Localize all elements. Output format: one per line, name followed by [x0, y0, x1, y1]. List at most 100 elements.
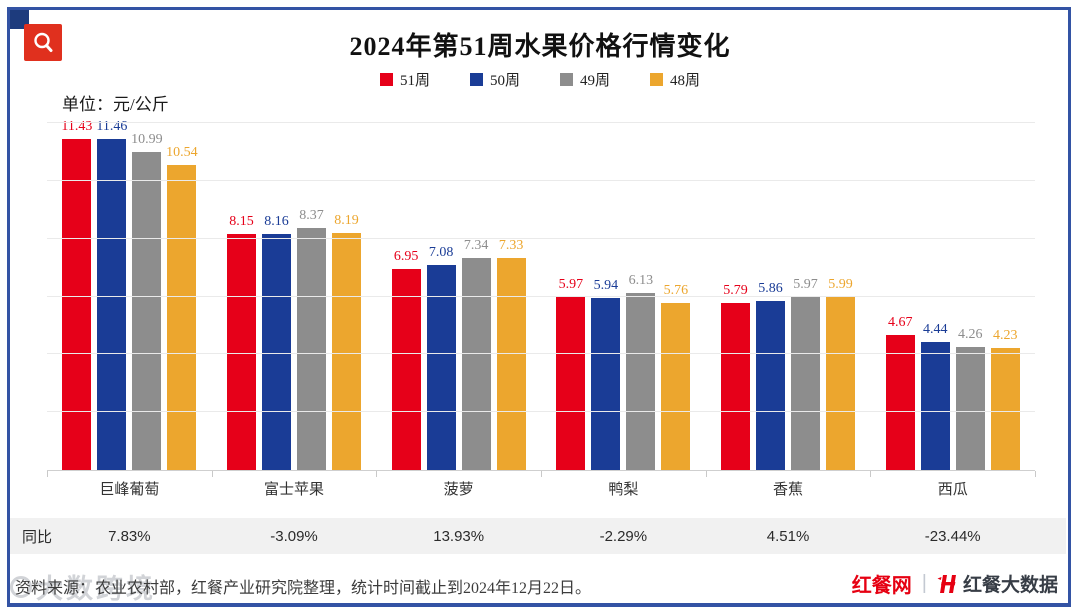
bar-value-label: 8.15: [229, 214, 254, 230]
hongcan-bigdata-logo: 红餐大数据: [937, 570, 1058, 597]
legend-item: 51周: [379, 69, 430, 90]
bar: 4.26: [955, 327, 985, 470]
category-label: 富士苹果: [264, 482, 325, 498]
bar-value-label: 4.44: [922, 321, 948, 337]
bar: 7.33: [496, 238, 526, 470]
magnifier-tile: [24, 24, 62, 61]
bar: 8.15: [227, 214, 256, 470]
bar: 5.97: [791, 277, 821, 470]
logo-divider: |: [921, 572, 927, 594]
x-axis-line: [47, 470, 1035, 471]
corner-accent-square: [7, 7, 29, 29]
brand-logos: 红餐网 | 红餐大数据: [852, 569, 1058, 598]
axis-tick: [47, 471, 48, 477]
chart-legend: 51周 50周 49周 48周: [0, 69, 1080, 90]
bar-groups: 11.43 11.46 10.99 10.54 8.15 8.16 8.37 8.19 6.95…: [47, 119, 1035, 470]
category-label: 香蕉: [773, 482, 804, 498]
legend-swatch: [560, 73, 573, 86]
category-label: 菠萝: [443, 482, 474, 498]
bar-value-label: 7.08: [428, 245, 454, 261]
legend-label: 49周: [580, 73, 611, 89]
bar: 10.54: [166, 145, 198, 470]
yoy-value: -3.09%: [270, 527, 318, 545]
axis-tick: [705, 471, 707, 477]
bar-value-label: 6.13: [628, 272, 654, 288]
bar-value-label: 5.79: [723, 282, 748, 298]
legend-label: 50周: [489, 73, 520, 89]
legend-swatch: [650, 73, 664, 86]
hongcan-web-logo: 红餐网: [851, 575, 912, 597]
source-note: 资料来源：农业农村部，红餐产业研究院整理，统计时间截止到2024年12月22日。: [15, 580, 592, 597]
axis-tick: [376, 471, 378, 477]
bar-group: 5.79 5.86 5.97 5.99: [706, 123, 871, 470]
bar-value-label: 8.16: [264, 214, 289, 230]
legend-item: 49周: [560, 69, 610, 90]
legend-item: 48周: [650, 69, 700, 90]
bar: 11.43: [61, 119, 92, 470]
legend-label: 48周: [670, 73, 701, 89]
bar: 11.46: [96, 119, 127, 470]
bar-value-label: 5.76: [663, 283, 689, 299]
bar: 8.37: [297, 208, 326, 470]
bar: 7.08: [426, 245, 456, 470]
gridline: [47, 353, 1035, 355]
bar-value-label: 10.99: [131, 132, 163, 148]
bar-value-label: 11.43: [61, 119, 93, 135]
bar-group: 8.15 8.16 8.37 8.19: [212, 123, 377, 470]
bar-group: 5.97 5.94 6.13 5.76: [541, 123, 706, 470]
bar-value-label: 8.37: [299, 207, 324, 223]
bar: 4.23: [990, 328, 1020, 470]
yoy-value: 4.51%: [766, 527, 810, 545]
hongcan-bigdata-text: 红餐大数据: [962, 575, 1058, 596]
axis-tick: [1035, 471, 1036, 477]
bar: 5.79: [721, 283, 751, 470]
category-axis: 巨峰葡萄 富士苹果 菠萝 鸭梨 香蕉 西瓜: [47, 478, 1035, 499]
legend-swatch: [469, 73, 483, 86]
axis-tick: [211, 471, 213, 477]
search-icon: [34, 32, 53, 52]
bar-value-label: 5.97: [558, 277, 584, 293]
category-label: 鸭梨: [608, 482, 639, 498]
gridline: [47, 295, 1035, 297]
gridline: [47, 411, 1035, 413]
bar-group: 4.67 4.44 4.26 4.23: [870, 123, 1035, 470]
yoy-value: -23.44%: [924, 527, 981, 545]
bar: 5.99: [826, 277, 856, 470]
bar-value-label: 5.86: [758, 280, 783, 296]
category-label: 巨峰葡萄: [99, 482, 160, 498]
bar-value-label: 10.54: [166, 145, 198, 161]
bar: 5.86: [756, 281, 786, 470]
category-label: 西瓜: [937, 482, 968, 498]
bar: 6.13: [626, 273, 656, 470]
bar: 5.97: [556, 277, 586, 470]
gridline: [47, 122, 1035, 123]
bar-value-label: 5.99: [828, 276, 853, 292]
bar-value-label: 4.67: [887, 314, 913, 330]
bar-value-label: 7.34: [463, 237, 489, 253]
yoy-row: 同比 7.83% -3.09% 13.93% -2.29% 4.51% -23.44%: [10, 518, 1066, 554]
bar: 4.44: [920, 322, 950, 470]
bar: 8.16: [262, 214, 291, 470]
unit-label: 单位：元/公斤: [62, 95, 169, 114]
gridline: [47, 237, 1035, 239]
bar: 6.95: [391, 249, 421, 470]
bar-chart: 11.43 11.46 10.99 10.54 8.15 8.16 8.37 8.19 6.95…: [47, 119, 1036, 477]
axis-tick: [541, 471, 542, 477]
page-title: 2024年第51周水果价格行情变化: [349, 32, 731, 61]
bar-group: 6.95 7.08 7.34 7.33: [376, 123, 541, 470]
bar-value-label: 5.97: [793, 277, 818, 293]
bar: 8.19: [332, 213, 361, 470]
bar-value-label: 8.19: [334, 213, 359, 229]
legend-swatch: [379, 73, 393, 86]
bar: 4.67: [885, 315, 915, 470]
bar: 10.99: [131, 132, 163, 470]
axis-tick: [870, 471, 872, 477]
yoy-value: 7.83%: [108, 527, 151, 545]
bar-group: 11.43 11.46 10.99 10.54: [47, 119, 212, 470]
yoy-value: 13.93%: [433, 527, 485, 545]
hongcan-h-icon: [937, 574, 956, 593]
yoy-row-label: 同比: [22, 528, 53, 546]
gridline: [47, 179, 1035, 181]
bar-value-label: 6.95: [393, 249, 419, 265]
